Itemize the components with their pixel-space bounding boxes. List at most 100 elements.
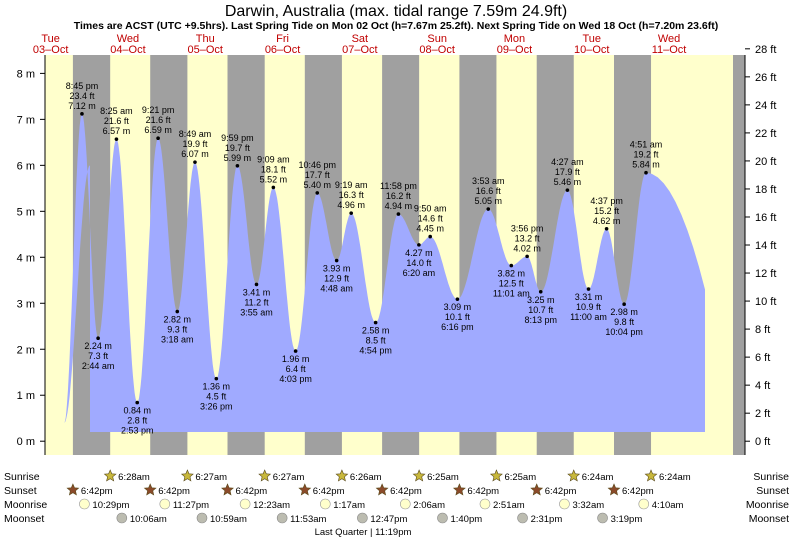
high-tide-label: 4.62 m bbox=[593, 216, 621, 226]
low-tide-label: 0.84 m bbox=[123, 406, 151, 416]
high-tide-label: 4.02 m bbox=[513, 243, 541, 253]
tide-point bbox=[156, 136, 160, 141]
high-tide-label: 8:45 pm bbox=[66, 81, 99, 91]
day-of-week-label: Wed bbox=[117, 33, 139, 45]
right-tick-label: 18 ft bbox=[755, 184, 776, 196]
high-tide-label: 8:25 am bbox=[100, 106, 133, 116]
low-tide-label: 10.1 ft bbox=[445, 312, 471, 322]
low-tide-label: 11.2 ft bbox=[244, 297, 269, 307]
sunset-time: 6:42pm bbox=[390, 486, 422, 497]
high-tide-label: 4:27 am bbox=[551, 157, 584, 167]
high-tide-label: 9:19 am bbox=[335, 180, 368, 190]
chart-subtitle: Times are ACST (UTC +9.5hrs). Last Sprin… bbox=[74, 20, 718, 32]
moonrise-time: 10:29pm bbox=[92, 500, 129, 511]
sunrise-icon bbox=[644, 469, 658, 482]
moonrise-time: 2:51am bbox=[493, 500, 525, 511]
low-tide-label: 2.8 ft bbox=[127, 416, 148, 426]
low-tide-label: 3:26 pm bbox=[200, 402, 233, 412]
moonrise-icon bbox=[479, 498, 491, 510]
tide-point bbox=[417, 243, 421, 247]
date-label: 06–Oct bbox=[265, 44, 300, 56]
low-tide-label: 3.82 m bbox=[498, 269, 526, 279]
high-tide-label: 5.99 m bbox=[224, 153, 252, 163]
tide-point bbox=[114, 137, 119, 141]
day-labels: Tue03–OctWed04–OctThu05–OctFri06–OctSat0… bbox=[33, 33, 686, 56]
high-tide-label: 18.1 ft bbox=[261, 164, 287, 174]
moonrise-icon bbox=[400, 498, 411, 510]
right-tick-label: 12 ft bbox=[755, 268, 776, 280]
day-of-week-label: Tue bbox=[41, 33, 60, 45]
moonset-time: 3:19pm bbox=[611, 514, 643, 525]
sunrise-icon bbox=[489, 469, 503, 482]
low-tide-label: 10.7 ft bbox=[528, 305, 554, 315]
tide-point bbox=[193, 160, 197, 164]
sunrise-label-left: Sunrise bbox=[4, 471, 40, 483]
tide-point bbox=[565, 188, 570, 192]
low-tide-label: 2:53 pm bbox=[121, 426, 154, 436]
high-tide-label: 19.2 ft bbox=[633, 150, 659, 160]
moonset-time: 10:59am bbox=[210, 514, 247, 525]
tide-point bbox=[135, 400, 140, 405]
sunrise-icon bbox=[567, 469, 581, 482]
day-of-week-label: Sun bbox=[427, 33, 447, 45]
sunrise-time: 6:26am bbox=[350, 472, 382, 483]
high-tide-label: 17.9 ft bbox=[555, 167, 581, 177]
high-tide-label: 5.05 m bbox=[474, 196, 502, 206]
high-tide-label: 14.6 ft bbox=[418, 214, 444, 224]
tide-point bbox=[96, 336, 100, 341]
right-tick-label: 26 ft bbox=[755, 72, 776, 84]
tide-point bbox=[509, 263, 514, 268]
high-tide-label: 16.2 ft bbox=[386, 191, 412, 201]
sunrise-time: 6:28am bbox=[118, 472, 150, 483]
sunset-time: 6:42pm bbox=[467, 486, 499, 497]
day-of-week-label: Wed bbox=[658, 33, 680, 45]
high-tide-label: 9:21 pm bbox=[142, 105, 175, 115]
sunrise-icon bbox=[103, 469, 117, 482]
sunset-icon bbox=[375, 483, 389, 496]
left-tick-label: 0 m bbox=[17, 436, 35, 448]
high-tide-label: 5.52 m bbox=[260, 174, 288, 184]
low-tide-label: 14.0 ft bbox=[406, 258, 432, 268]
moonrise-label-left: Moonrise bbox=[4, 499, 47, 511]
high-tide-label: 6.57 m bbox=[103, 126, 131, 136]
moonrise-time: 4:10am bbox=[652, 500, 684, 511]
tide-point bbox=[428, 234, 432, 239]
date-label: 03–Oct bbox=[33, 44, 68, 56]
sunset-time: 6:42pm bbox=[545, 486, 577, 497]
moonset-icon bbox=[517, 512, 528, 524]
moonset-icon bbox=[196, 512, 208, 524]
low-tide-label: 9.3 ft bbox=[167, 325, 188, 335]
moonrise-icon bbox=[79, 498, 90, 510]
right-tick-label: 8 ft bbox=[755, 324, 770, 336]
low-tide-label: 4.5 ft bbox=[206, 392, 227, 402]
high-tide-label: 4:51 am bbox=[630, 140, 663, 150]
night-band bbox=[733, 55, 745, 455]
date-label: 11–Oct bbox=[652, 44, 687, 56]
tide-point bbox=[214, 376, 219, 381]
sunset-time: 6:42pm bbox=[81, 486, 113, 497]
tide-point bbox=[373, 320, 378, 325]
tide-point bbox=[175, 309, 180, 314]
date-label: 04–Oct bbox=[110, 44, 145, 56]
moonrise-time: 1:17am bbox=[333, 500, 365, 511]
tide-point bbox=[486, 207, 491, 211]
high-tide-label: 13.2 ft bbox=[515, 233, 541, 243]
right-tick-label: 28 ft bbox=[755, 44, 776, 56]
moonrise-time: 3:32am bbox=[572, 500, 604, 511]
left-tick-label: 7 m bbox=[17, 114, 35, 126]
moonset-time: 11:53am bbox=[290, 514, 326, 525]
low-tide-label: 3.25 m bbox=[527, 295, 555, 305]
low-tide-label: 6:20 am bbox=[403, 268, 436, 278]
right-tick-label: 6 ft bbox=[755, 352, 770, 364]
low-tide-label: 2:44 am bbox=[82, 361, 115, 371]
sunset-label-left: Sunset bbox=[4, 485, 37, 497]
date-label: 05–Oct bbox=[188, 44, 223, 56]
low-tide-label: 2.98 m bbox=[610, 307, 638, 317]
high-tide-label: 16.6 ft bbox=[476, 186, 502, 196]
sunset-label-right: Sunset bbox=[756, 485, 789, 497]
tide-point bbox=[80, 112, 84, 116]
right-tick-label: 4 ft bbox=[755, 380, 770, 392]
low-tide-label: 8.5 ft bbox=[366, 336, 387, 346]
high-tide-label: 5.40 m bbox=[303, 180, 331, 190]
sunrise-time: 6:25am bbox=[427, 472, 459, 483]
